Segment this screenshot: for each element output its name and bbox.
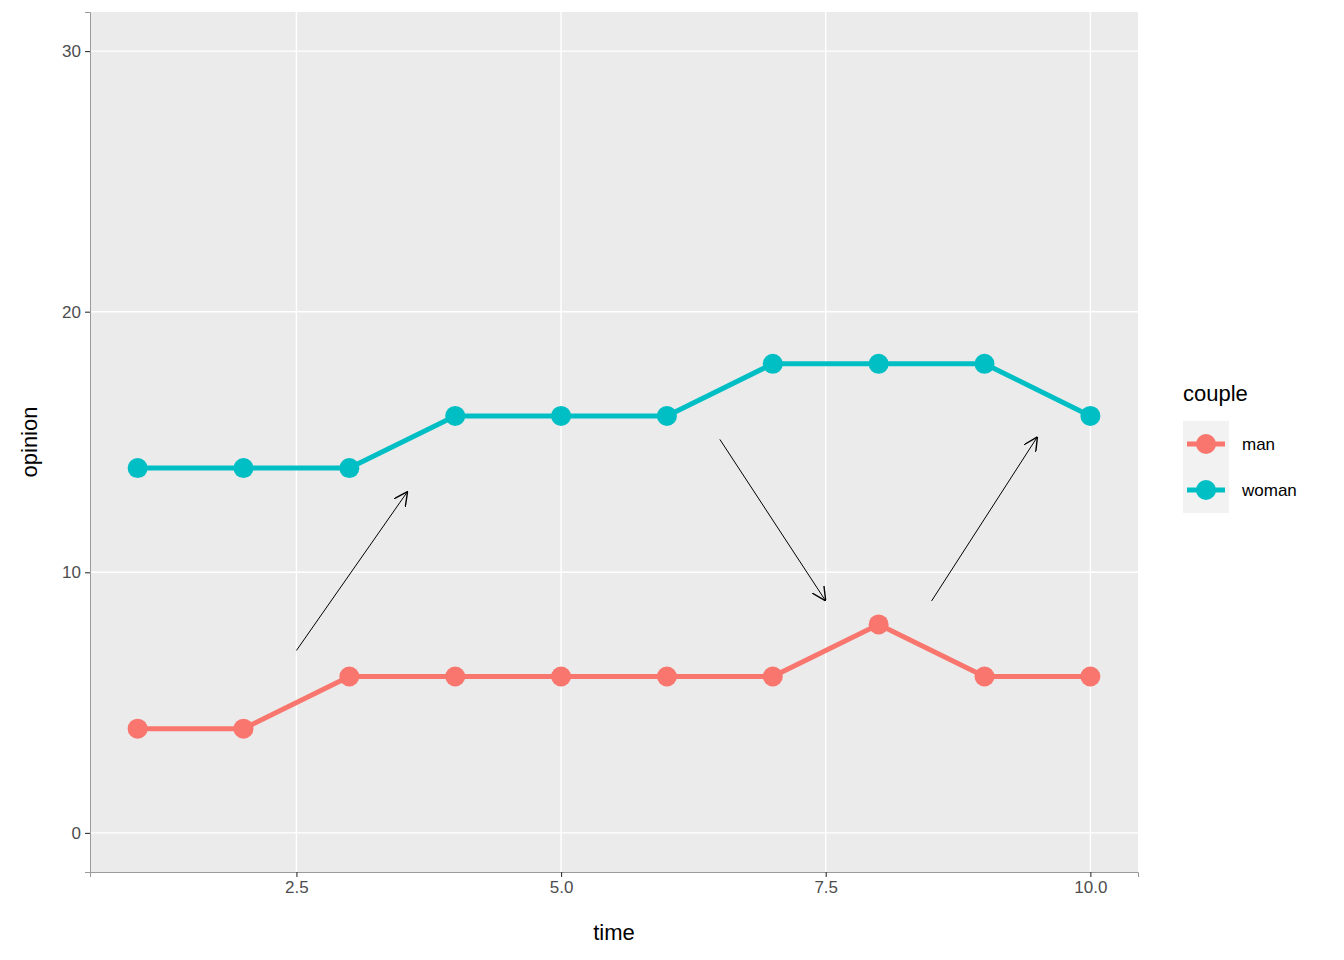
data-point [763, 667, 783, 687]
data-point [339, 667, 359, 687]
data-point [975, 667, 995, 687]
data-point [233, 719, 253, 739]
plot-panel [90, 12, 1138, 872]
data-point [128, 458, 148, 478]
tick-mark [85, 312, 90, 313]
grid-line [90, 311, 1138, 312]
x-axis-title: time [593, 920, 635, 945]
legend-marker [1196, 480, 1216, 500]
grid [90, 12, 1138, 872]
tick-label: 10 [62, 563, 81, 582]
tick-label: 30 [62, 42, 81, 61]
data-point [1080, 406, 1100, 426]
data-point [128, 719, 148, 739]
tick-mark [826, 872, 827, 877]
data-point [975, 354, 995, 374]
x-axis: 2.5 5.0 7.5 10.0 [91, 872, 1139, 897]
legend-key [1183, 467, 1229, 513]
series-line [138, 364, 1091, 468]
axis-line [85, 13, 91, 873]
tick-label: 10.0 [1074, 878, 1107, 897]
grid-line [90, 832, 1138, 833]
legend-item: woman [1183, 467, 1297, 513]
chart: 2.5 5.0 7.5 10.0 0 10 20 30 time opinion couple man… [0, 0, 1344, 960]
tick-label: 20 [62, 303, 81, 322]
tick-mark [1090, 872, 1091, 877]
data-point [445, 406, 465, 426]
tick: 20 [62, 303, 90, 322]
annotations [296, 437, 1037, 651]
legend-label: woman [1241, 481, 1297, 500]
data-point [551, 406, 571, 426]
data-point [869, 354, 889, 374]
tick-mark [85, 833, 90, 834]
arrow [932, 437, 1038, 601]
tick-label: 5.0 [550, 878, 574, 897]
axis-line [91, 873, 1139, 878]
tick: 10.0 [1074, 872, 1107, 897]
data-point [1080, 667, 1100, 687]
data-point [869, 614, 889, 634]
legend-item: man [1183, 421, 1275, 467]
tick-label: 2.5 [285, 878, 309, 897]
legend-title: couple [1183, 381, 1248, 406]
arrow [296, 492, 407, 651]
tick-mark [85, 51, 90, 52]
tick: 2.5 [285, 872, 309, 897]
data-point [657, 667, 677, 687]
plot-marks [128, 354, 1101, 739]
data-point [233, 458, 253, 478]
data-point [339, 458, 359, 478]
tick-label: 0 [72, 824, 81, 843]
legend: couple man woman [1183, 381, 1297, 513]
tick: 30 [62, 42, 90, 61]
legend-label: man [1242, 435, 1275, 454]
arrow [720, 439, 826, 601]
grid-line [825, 12, 826, 872]
legend-marker [1196, 434, 1216, 454]
grid-line [560, 12, 561, 872]
data-point [445, 667, 465, 687]
grid-line [1090, 12, 1091, 872]
grid-line [90, 572, 1138, 573]
tick-mark [296, 872, 297, 877]
tick: 7.5 [814, 872, 838, 897]
series-line [138, 624, 1091, 728]
y-axis-title: opinion [17, 407, 42, 478]
data-point [657, 406, 677, 426]
data-point [763, 354, 783, 374]
grid-line [90, 50, 1138, 51]
tick: 10 [62, 563, 90, 582]
grid-line [296, 12, 297, 872]
tick: 5.0 [550, 872, 574, 897]
tick-mark [561, 872, 562, 877]
legend-key [1183, 421, 1229, 467]
tick-label: 7.5 [814, 878, 838, 897]
data-point [551, 667, 571, 687]
tick-mark [85, 572, 90, 573]
y-axis: 0 10 20 30 [62, 13, 90, 873]
tick: 0 [72, 824, 90, 843]
